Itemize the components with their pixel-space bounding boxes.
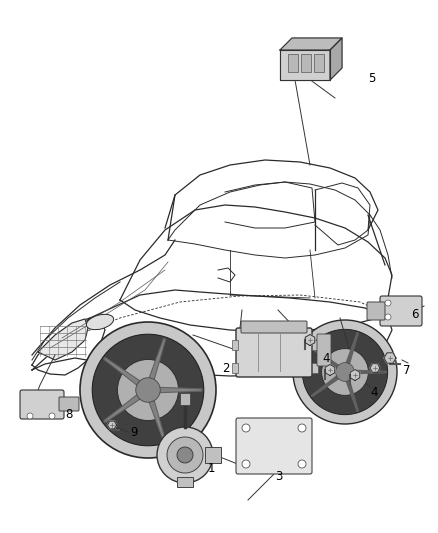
Bar: [288, 54, 298, 72]
Bar: [180, 393, 190, 405]
Text: 6: 6: [411, 309, 418, 321]
Polygon shape: [105, 359, 139, 384]
FancyBboxPatch shape: [367, 302, 385, 320]
Circle shape: [293, 320, 397, 424]
Circle shape: [117, 359, 179, 421]
Circle shape: [385, 314, 391, 320]
Bar: [312, 363, 318, 373]
Circle shape: [49, 413, 55, 419]
Polygon shape: [384, 353, 396, 363]
Text: 3: 3: [275, 471, 283, 483]
Bar: [232, 340, 238, 350]
FancyBboxPatch shape: [380, 296, 422, 326]
FancyBboxPatch shape: [20, 390, 64, 419]
Circle shape: [302, 329, 388, 415]
Text: 5: 5: [368, 71, 375, 85]
Polygon shape: [370, 364, 380, 373]
Circle shape: [242, 424, 250, 432]
Text: 7: 7: [403, 364, 410, 376]
Circle shape: [298, 460, 306, 468]
Text: 8: 8: [65, 408, 72, 422]
Text: 4: 4: [370, 386, 378, 400]
Circle shape: [136, 378, 160, 402]
FancyBboxPatch shape: [236, 418, 312, 474]
Circle shape: [336, 362, 354, 381]
Bar: [177, 477, 193, 487]
Polygon shape: [160, 389, 201, 391]
FancyBboxPatch shape: [317, 334, 331, 366]
Polygon shape: [150, 340, 164, 379]
Text: 1: 1: [208, 462, 215, 474]
Bar: [314, 54, 324, 72]
Polygon shape: [325, 365, 335, 376]
Text: 4: 4: [322, 351, 329, 365]
Text: 9: 9: [130, 425, 138, 439]
Polygon shape: [107, 421, 117, 429]
Ellipse shape: [86, 314, 113, 330]
FancyBboxPatch shape: [241, 321, 307, 333]
Polygon shape: [350, 369, 360, 381]
Circle shape: [321, 349, 368, 395]
Circle shape: [80, 322, 216, 458]
Polygon shape: [105, 396, 139, 421]
Bar: [205, 447, 221, 463]
Bar: [301, 54, 311, 72]
Circle shape: [27, 413, 33, 419]
Circle shape: [92, 334, 204, 446]
Circle shape: [157, 427, 213, 483]
Circle shape: [177, 447, 193, 463]
Text: 2: 2: [222, 361, 230, 375]
FancyBboxPatch shape: [236, 328, 312, 377]
Polygon shape: [150, 401, 164, 440]
FancyBboxPatch shape: [59, 397, 79, 411]
Polygon shape: [38, 319, 88, 360]
Polygon shape: [280, 38, 342, 50]
Polygon shape: [305, 335, 315, 345]
Circle shape: [242, 460, 250, 468]
Polygon shape: [280, 50, 330, 80]
Circle shape: [298, 424, 306, 432]
Bar: [232, 363, 238, 373]
Circle shape: [167, 437, 203, 473]
Polygon shape: [330, 38, 342, 80]
Bar: [312, 340, 318, 350]
Circle shape: [385, 300, 391, 306]
